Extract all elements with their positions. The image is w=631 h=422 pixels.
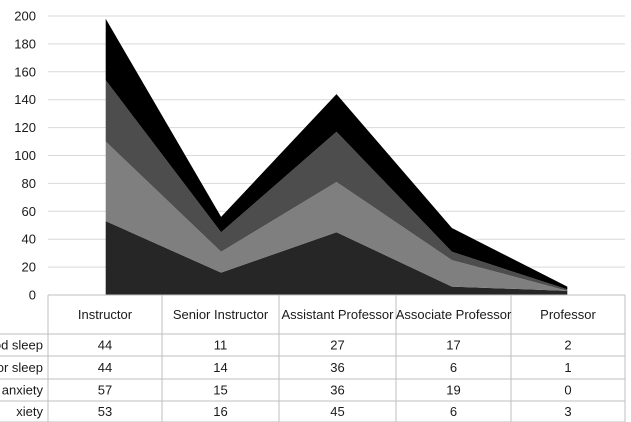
y-axis: 0 20 40 60 80 100 120 140 160 180 200 [14, 9, 36, 303]
table-cell-value: 36 [330, 360, 344, 375]
y-tick-label: 160 [14, 64, 36, 79]
table-cell-value: 36 [330, 383, 344, 398]
category-label: Associate Professor [396, 307, 512, 322]
y-tick-label: 100 [14, 148, 36, 163]
table-row-label: anxiety [2, 383, 44, 398]
table-row-label: or sleep [0, 360, 43, 375]
category-label: Assistant Professor [282, 307, 395, 322]
table-cell-value: 11 [214, 338, 228, 353]
table-cell-value: 57 [98, 383, 112, 398]
area-series-1 [105, 221, 568, 295]
table-cell-value: 16 [213, 404, 227, 419]
y-tick-label: 60 [22, 204, 36, 219]
area-series-3 [105, 80, 568, 291]
table-cell-value: 44 [98, 360, 112, 375]
table-row-label: xiety [16, 404, 43, 419]
table-cell-value: 19 [446, 383, 460, 398]
area-series-4 [105, 18, 568, 290]
area-series [105, 18, 568, 295]
y-tick-label: 20 [22, 260, 36, 275]
y-tick-label: 120 [14, 120, 36, 135]
table-cell-value: 14 [213, 360, 227, 375]
y-tick-label: 180 [14, 36, 36, 51]
y-tick-label: 40 [22, 232, 36, 247]
y-tick-label: 200 [14, 9, 36, 24]
y-tick-label: 0 [29, 288, 36, 303]
table-cell-value: 3 [564, 404, 571, 419]
table-cell-value: 0 [564, 383, 571, 398]
table-cell-value: 6 [450, 404, 457, 419]
category-label: Professor [540, 307, 596, 322]
category-label: Senior Instructor [173, 307, 269, 322]
table-cell-value: 2 [564, 338, 571, 353]
category-label: Instructor [78, 307, 133, 322]
table-cell-value: 1 [564, 360, 571, 375]
table-cell-value: 44 [98, 338, 112, 353]
y-tick-label: 140 [14, 92, 36, 107]
table-cell-value: 53 [98, 404, 112, 419]
y-tick-label: 80 [22, 176, 36, 191]
table-cell-value: 45 [330, 404, 344, 419]
table-cell-value: 17 [446, 338, 460, 353]
data-table: Instructor Senior Instructor Assistant Pro… [0, 294, 626, 422]
area-series-2 [105, 141, 568, 291]
table-cell-value: 6 [450, 360, 457, 375]
table-cell-value: 15 [213, 383, 227, 398]
table-cell-value: 27 [330, 338, 344, 353]
table-row-label: od sleep [0, 338, 43, 353]
